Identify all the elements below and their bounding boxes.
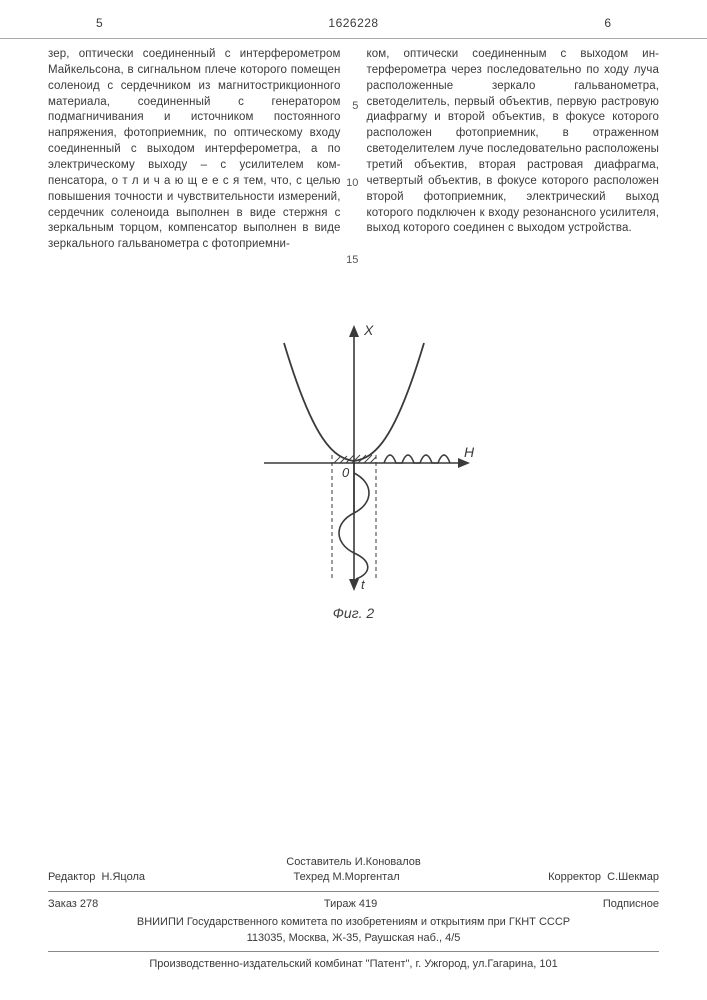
figure-caption: Фиг. 2 [0,605,707,621]
footer-rule-1 [48,891,659,892]
page-header: 5 1626228 6 [0,0,707,39]
subscription: Подписное [603,897,659,912]
t-axis-arrow [349,579,359,591]
t-axis-label: t [361,577,366,592]
page-number-left: 5 [96,16,103,30]
column-right: ком, оптически соединенным с выходом ин­… [367,47,660,253]
techred: Техред М.Моргентал [294,870,400,885]
line-marker: 10 [345,176,359,191]
column-left: зер, оптически соединенный с интерферо­м… [48,47,341,253]
origin-label: 0 [342,465,350,480]
document-number: 1626228 [328,16,378,30]
compiler-line: Составитель И.Коновалов [48,855,659,870]
tirazh: Тираж 419 [324,897,377,912]
line-number-gutter: 5 10 15 [345,53,359,269]
figure-svg: X H t 0 [224,313,484,603]
x-axis-label: X [363,322,374,338]
editor: Редактор Н.Яцола [48,870,145,885]
order-row: Заказ 278 Тираж 419 Подписное [48,897,659,912]
org-line-1: ВНИИПИ Государственного комитета по изоб… [48,915,659,930]
page-number-right: 6 [604,16,611,30]
order-number: Заказ 278 [48,897,98,912]
footer-block: Составитель И.Коновалов Редактор Н.Яцола… [48,855,659,946]
h-axis-label: H [464,444,475,460]
column-right-text: ком, оптически соединенным с выходом ин­… [367,48,660,234]
text-columns: зер, оптически соединенный с интерферо­м… [0,39,707,253]
credits-row: Редактор Н.Яцола Техред М.Моргентал Корр… [48,870,659,885]
line-marker: 15 [345,253,359,268]
column-left-text: зер, оптически соединенный с интерферо­м… [48,48,341,250]
line-marker: 5 [345,99,359,114]
output-bumps [384,455,450,463]
publisher-line: Производственно-издательский комбинат "П… [48,951,659,970]
x-axis-arrow [349,325,359,337]
corrector: Корректор С.Шекмар [548,870,659,885]
org-line-2: 113035, Москва, Ж-35, Раушская наб., 4/5 [48,931,659,946]
figure-2: X H t 0 [0,313,707,603]
